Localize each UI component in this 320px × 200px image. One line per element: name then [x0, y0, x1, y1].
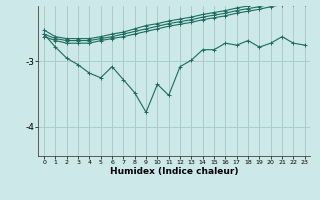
- X-axis label: Humidex (Indice chaleur): Humidex (Indice chaleur): [110, 167, 239, 176]
